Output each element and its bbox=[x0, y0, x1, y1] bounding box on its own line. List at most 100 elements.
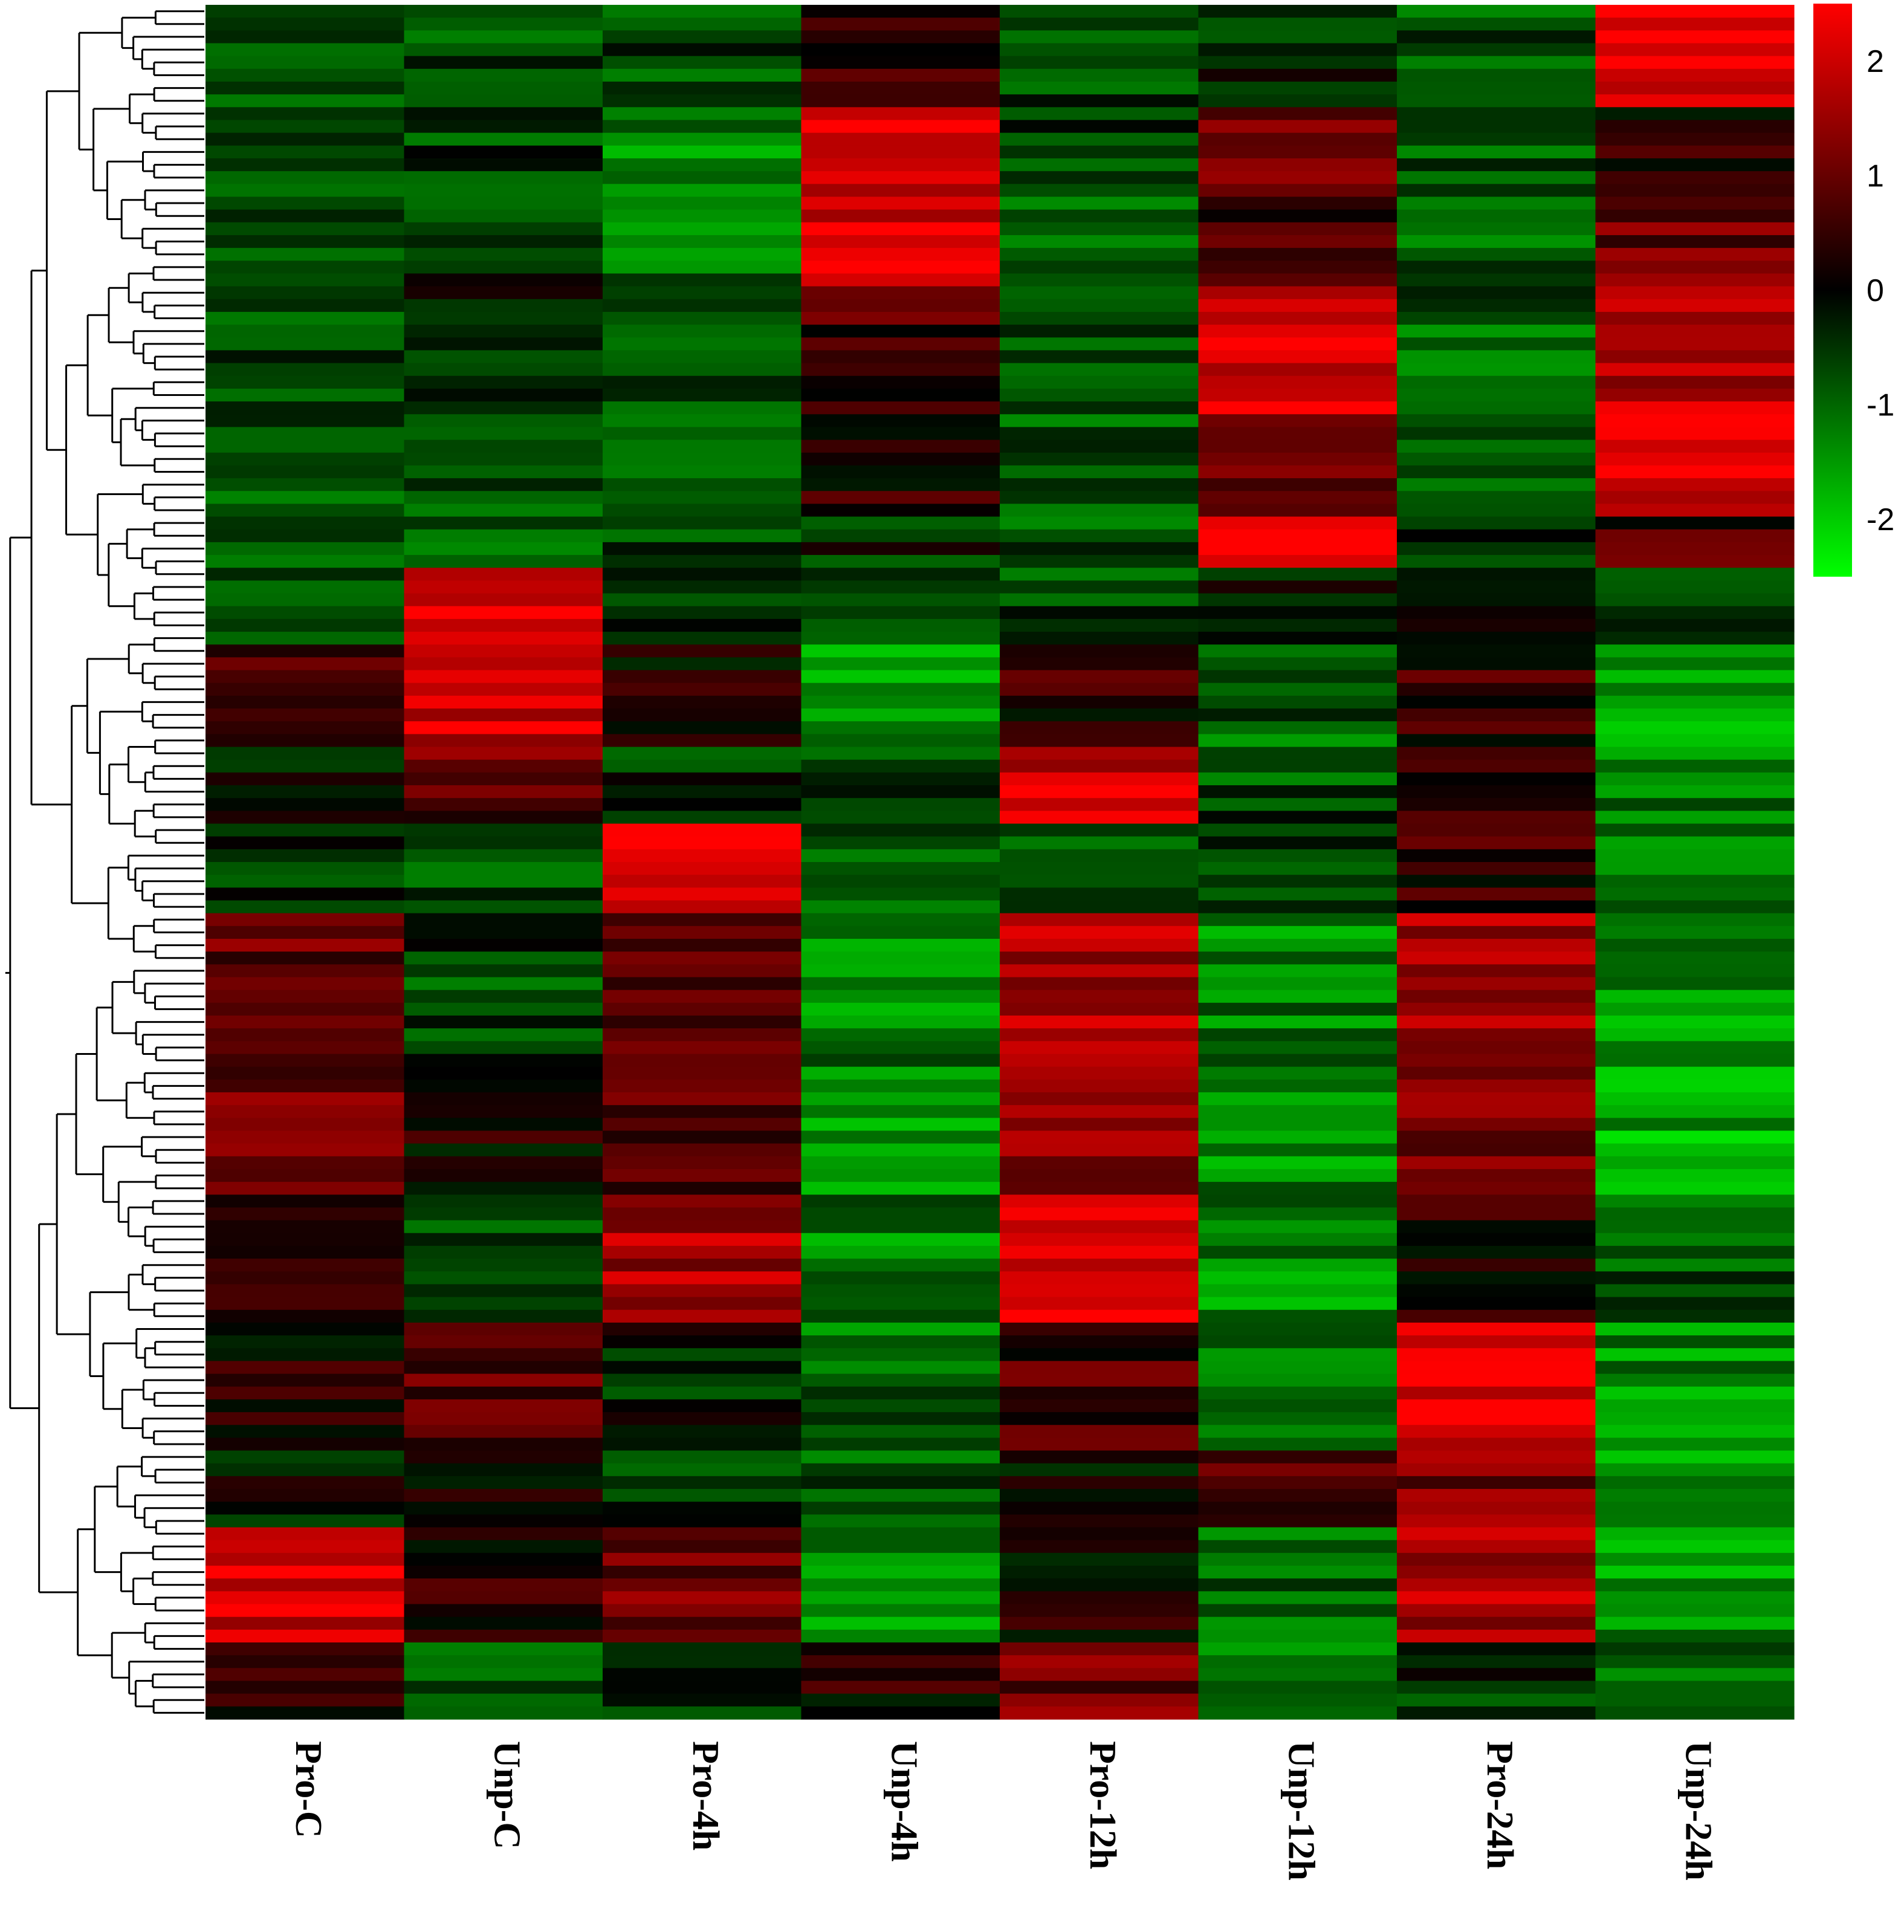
heatmap-cells bbox=[206, 5, 1795, 1720]
heatmap-cell bbox=[1595, 823, 1795, 837]
heatmap-cell bbox=[1595, 1284, 1795, 1298]
heatmap-cell bbox=[1000, 670, 1199, 684]
heatmap-cell bbox=[1397, 1604, 1596, 1618]
heatmap-cell bbox=[1000, 222, 1199, 236]
heatmap-cell bbox=[1397, 5, 1596, 18]
heatmap-cell bbox=[1000, 1552, 1199, 1566]
heatmap-cell bbox=[1198, 299, 1397, 313]
heatmap-cell bbox=[1595, 1706, 1795, 1720]
heatmap-cell bbox=[801, 311, 1000, 325]
heatmap-cell bbox=[1000, 785, 1199, 799]
heatmap-cell bbox=[1397, 670, 1596, 684]
heatmap-cell bbox=[801, 542, 1000, 556]
heatmap-cell bbox=[404, 120, 603, 134]
heatmap-cell bbox=[1000, 529, 1199, 543]
heatmap-cell bbox=[206, 504, 405, 517]
heatmap-cell bbox=[1397, 325, 1596, 338]
heatmap-cell bbox=[1595, 196, 1795, 210]
heatmap-cell bbox=[1198, 977, 1397, 991]
heatmap-cell bbox=[603, 1668, 802, 1682]
heatmap-cell bbox=[206, 1668, 405, 1682]
heatmap-cell bbox=[1198, 875, 1397, 888]
heatmap-cell bbox=[206, 747, 405, 760]
heatmap-cell bbox=[404, 30, 603, 44]
heatmap-cell bbox=[1595, 465, 1795, 479]
heatmap-cell bbox=[801, 1002, 1000, 1016]
heatmap-cell bbox=[1397, 1655, 1596, 1668]
heatmap-cell bbox=[1397, 1476, 1596, 1490]
heatmap-cell bbox=[1000, 644, 1199, 658]
heatmap-cell bbox=[1595, 414, 1795, 428]
heatmap-cell bbox=[206, 529, 405, 543]
heatmap-cell bbox=[1000, 849, 1199, 863]
heatmap-cell bbox=[1000, 1681, 1199, 1694]
heatmap-cell bbox=[206, 657, 405, 671]
heatmap-cell bbox=[603, 990, 802, 1003]
heatmap-cell bbox=[206, 1566, 405, 1579]
heatmap-cell bbox=[206, 286, 405, 300]
heatmap-cell bbox=[1000, 1322, 1199, 1336]
heatmap-cell bbox=[603, 862, 802, 875]
heatmap-cell bbox=[1198, 273, 1397, 287]
heatmap-cell bbox=[404, 1271, 603, 1285]
heatmap-cell bbox=[1198, 1386, 1397, 1400]
heatmap-cell bbox=[404, 682, 603, 696]
heatmap-cell bbox=[801, 772, 1000, 786]
heatmap-cell bbox=[206, 1616, 405, 1630]
heatmap-cell bbox=[1397, 1092, 1596, 1106]
heatmap-cell bbox=[801, 516, 1000, 530]
heatmap-cell bbox=[404, 772, 603, 786]
heatmap-cell bbox=[404, 1130, 603, 1144]
heatmap-cell bbox=[1198, 5, 1397, 18]
heatmap-cell bbox=[1397, 1706, 1596, 1720]
heatmap-cell bbox=[404, 1348, 603, 1361]
heatmap-cell bbox=[1198, 401, 1397, 415]
heatmap-cell bbox=[404, 990, 603, 1003]
heatmap-cell bbox=[603, 1297, 802, 1311]
heatmap-cell bbox=[801, 1233, 1000, 1246]
heatmap-cell bbox=[206, 30, 405, 44]
heatmap-cell bbox=[1000, 1438, 1199, 1451]
heatmap-cell bbox=[1000, 401, 1199, 415]
heatmap-cell bbox=[404, 618, 603, 632]
heatmap-cell bbox=[801, 1386, 1000, 1400]
heatmap-cell bbox=[1595, 925, 1795, 939]
heatmap-cell bbox=[1198, 887, 1397, 901]
heatmap-cell bbox=[1397, 516, 1596, 530]
heatmap-cell bbox=[801, 56, 1000, 70]
heatmap-cell bbox=[1595, 1361, 1795, 1375]
heatmap-cell bbox=[801, 1578, 1000, 1592]
heatmap-cell bbox=[1595, 670, 1795, 684]
heatmap-cell bbox=[1397, 1463, 1596, 1477]
heatmap-cell bbox=[1595, 759, 1795, 773]
heatmap-cell bbox=[1595, 580, 1795, 594]
heatmap-cell bbox=[206, 1015, 405, 1029]
heatmap-cell bbox=[1397, 1271, 1596, 1285]
heatmap-cell bbox=[603, 1386, 802, 1400]
heatmap-cell bbox=[603, 1552, 802, 1566]
heatmap-cell bbox=[603, 1233, 802, 1246]
heatmap-cell bbox=[801, 695, 1000, 709]
heatmap-cell bbox=[404, 1028, 603, 1042]
heatmap-cell bbox=[1000, 1041, 1199, 1055]
heatmap-cell bbox=[206, 1463, 405, 1477]
heatmap-cell bbox=[1397, 311, 1596, 325]
heatmap-cell bbox=[1397, 1220, 1596, 1234]
heatmap-cell bbox=[801, 375, 1000, 389]
heatmap-cell bbox=[404, 1118, 603, 1132]
heatmap-cell bbox=[1198, 772, 1397, 786]
heatmap-cell bbox=[1595, 1681, 1795, 1694]
heatmap-cell bbox=[1000, 1604, 1199, 1618]
heatmap-cell bbox=[1595, 900, 1795, 914]
heatmap-cell bbox=[603, 951, 802, 965]
heatmap-cell bbox=[1000, 759, 1199, 773]
heatmap-cell bbox=[1198, 1054, 1397, 1068]
heatmap-cell bbox=[404, 555, 603, 568]
heatmap-cell bbox=[206, 311, 405, 325]
row-dendrogram bbox=[5, 10, 204, 1714]
heatmap-cell bbox=[1000, 30, 1199, 44]
heatmap-cell bbox=[1397, 1540, 1596, 1554]
heatmap-cell bbox=[1397, 132, 1596, 146]
heatmap-cell bbox=[1198, 542, 1397, 556]
column-label-pro-24h: Pro-24h bbox=[1479, 1741, 1520, 1869]
